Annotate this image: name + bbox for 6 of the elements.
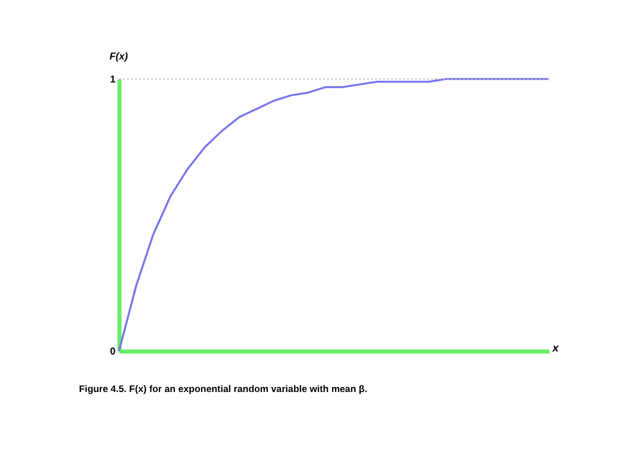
x-axis-title: x: [552, 342, 560, 354]
y-tick-label: 1: [110, 74, 116, 86]
line-series: [118, 78, 550, 352]
y-tick-label: 0: [110, 346, 116, 358]
caption: Figure 4.5. F(x) for an exponential random variable with mean β.: [79, 384, 368, 395]
y-axis-title: F(x): [110, 52, 128, 62]
